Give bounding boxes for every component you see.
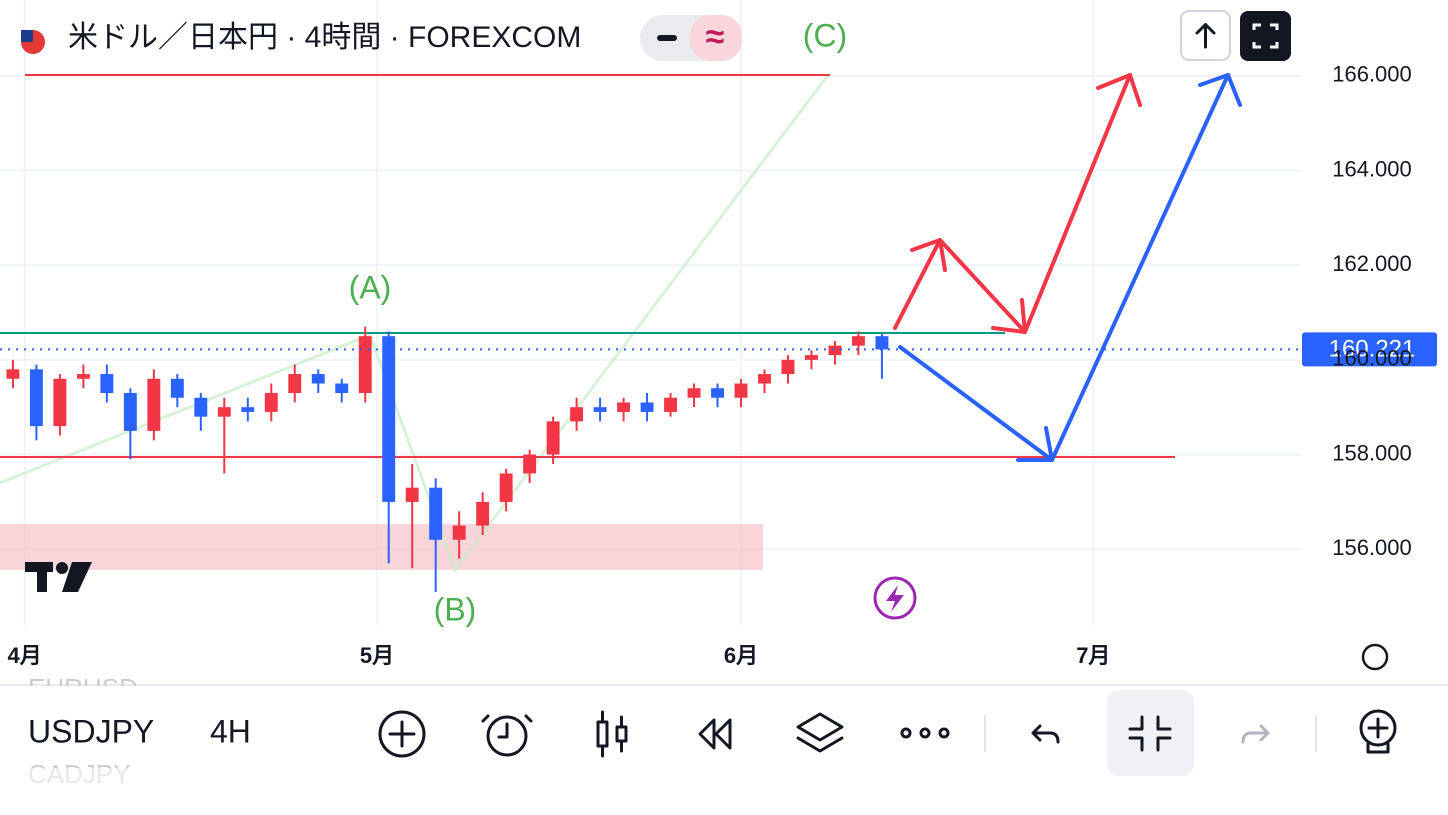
y-tick-label: 164.000: [1332, 156, 1412, 181]
candle-body: [311, 374, 325, 384]
arrow-head: [1198, 73, 1242, 107]
y-tick-label: 160.000: [1332, 346, 1412, 371]
x-tick-label: 7月: [1076, 643, 1110, 668]
x-tick-label: 4月: [8, 643, 42, 668]
alert-button[interactable]: [481, 714, 533, 757]
forecast-red: [893, 73, 1142, 334]
symbol[interactable]: USDJPY: [28, 713, 154, 749]
x-tick-label: 5月: [360, 643, 394, 668]
y-tick-label: 162.000: [1332, 251, 1412, 276]
layers-button[interactable]: [796, 712, 844, 753]
flag-icon: [21, 30, 45, 54]
last-price: 160.221: [0, 332, 1440, 367]
fullscreen-button[interactable]: [1240, 11, 1291, 61]
arrow-head: [991, 298, 1027, 334]
candles: [6, 326, 889, 592]
candle-body: [758, 374, 771, 384]
y-tick-label: 166.000: [1332, 62, 1412, 87]
annotation: (B): [434, 591, 477, 627]
minus-icon: [657, 35, 677, 41]
candle-body: [640, 402, 654, 412]
fade: [0, 768, 330, 815]
symbol-title: 米ドル／日本円 · 4時間 · FOREXCOM: [68, 21, 581, 54]
x-tick-label: 6月: [724, 643, 758, 668]
candle-body: [734, 383, 748, 398]
annotation: (A): [349, 269, 392, 305]
candle-body: [217, 407, 231, 417]
candle-body: [76, 374, 90, 379]
candle-body: [53, 378, 67, 427]
compress-icon: [1128, 715, 1172, 752]
interval[interactable]: 4H: [210, 713, 251, 749]
candle-body: [29, 369, 43, 427]
last-price-box: [1302, 332, 1437, 367]
candle-body: [805, 355, 818, 360]
arrow-head: [1096, 73, 1142, 107]
redo-button[interactable]: [1241, 724, 1270, 744]
forecast-blue: [898, 73, 1242, 462]
candle-body: [617, 402, 631, 412]
arrow-path: [893, 73, 1132, 334]
candle-body: [711, 388, 724, 398]
arrow-head: [910, 238, 947, 272]
exit-fullscreen-button[interactable]: [1107, 690, 1194, 776]
ideas-button[interactable]: [1359, 709, 1397, 754]
candle-body: [546, 421, 560, 455]
candle-body: [476, 501, 490, 526]
replay-button[interactable]: [698, 718, 732, 750]
more-button[interactable]: [900, 727, 950, 739]
style-pill-right: [690, 15, 742, 61]
candle-body: [570, 407, 584, 422]
candle-body: [194, 397, 208, 417]
arrow-head: [1016, 426, 1054, 462]
candle-body: [382, 336, 396, 502]
candle-body: [170, 378, 184, 398]
undo-button[interactable]: [1031, 724, 1060, 744]
candle-body: [147, 378, 161, 431]
wave-lines: [0, 74, 830, 574]
fullscreen-icon: [1252, 23, 1279, 49]
candle-body: [264, 392, 278, 412]
candle-body: [523, 454, 537, 474]
candle-body: [664, 397, 678, 412]
candle-body: [358, 336, 372, 393]
candle-body: [875, 336, 889, 350]
candle-body: [499, 473, 513, 502]
y-tick-label: 158.000: [1332, 440, 1412, 465]
arrow-path: [898, 73, 1230, 462]
add-button[interactable]: [378, 710, 426, 758]
candle-body: [288, 374, 302, 393]
candle-body: [851, 336, 865, 346]
fade: [0, 686, 330, 698]
candle-body: [687, 388, 701, 398]
candle-body: [828, 345, 842, 356]
last-price-label: 160.221: [1329, 336, 1416, 363]
candle-body: [405, 487, 419, 502]
chart-type-button[interactable]: [596, 710, 628, 758]
up-arrow-icon: [1195, 23, 1216, 49]
style-badge: ≈: [706, 18, 725, 56]
annotation: (C): [803, 17, 847, 53]
candle-body: [335, 383, 349, 393]
wave-line: [0, 74, 830, 574]
candle-body: [452, 525, 466, 540]
candle-body: [100, 374, 114, 393]
logo: [25, 562, 92, 592]
candle-body: [781, 359, 795, 375]
candle-body: [6, 369, 20, 379]
candle-body: [593, 407, 607, 412]
y-tick-label: 156.000: [1332, 535, 1412, 560]
lightning-icon[interactable]: [873, 576, 917, 620]
candle-body: [123, 392, 137, 431]
settings-icon[interactable]: [1361, 643, 1389, 671]
candle-body: [241, 407, 255, 412]
candle-body: [429, 487, 443, 540]
zone: [0, 524, 763, 570]
